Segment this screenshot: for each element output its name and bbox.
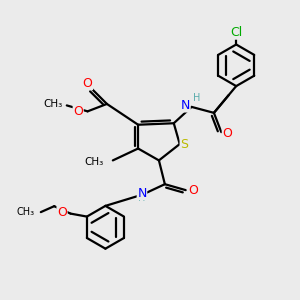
Text: O: O	[188, 184, 198, 196]
Text: H: H	[138, 193, 146, 203]
Text: S: S	[180, 138, 188, 151]
Text: CH₃: CH₃	[43, 99, 62, 109]
Text: N: N	[181, 99, 190, 112]
Text: O: O	[82, 76, 92, 90]
Text: N: N	[137, 187, 147, 200]
Text: O: O	[57, 206, 67, 219]
Text: H: H	[193, 93, 200, 103]
Text: CH₃: CH₃	[17, 207, 35, 217]
Text: Cl: Cl	[230, 26, 242, 39]
Text: O: O	[73, 105, 83, 118]
Text: CH₃: CH₃	[85, 157, 104, 167]
Text: O: O	[222, 127, 232, 140]
